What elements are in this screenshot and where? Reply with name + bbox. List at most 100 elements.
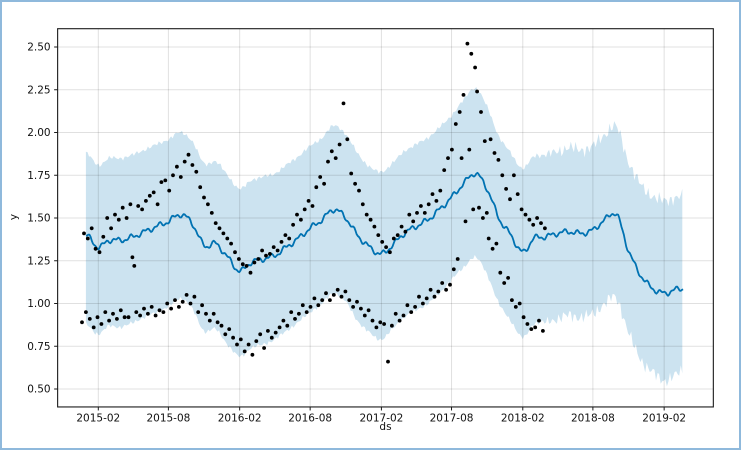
observation-dot <box>175 164 179 169</box>
y-tick-label: 2.00 <box>27 127 50 139</box>
x-tick-label: 2019-02 <box>642 412 686 424</box>
observation-dot <box>132 264 137 268</box>
observation-dot <box>198 185 203 190</box>
observation-dot <box>240 262 245 267</box>
observation-dot <box>252 260 257 265</box>
observation-dot <box>82 231 86 236</box>
observation-dot <box>508 197 512 202</box>
observation-dot <box>453 122 458 126</box>
observation-dot <box>122 315 127 320</box>
observation-dot <box>269 335 274 340</box>
observation-dot <box>492 151 497 155</box>
observation-dot <box>273 330 278 335</box>
y-tick-label: 1.75 <box>27 170 50 182</box>
observation-dot <box>382 322 386 326</box>
observation-dot <box>107 318 111 323</box>
observation-dot <box>147 193 152 198</box>
observation-dot <box>310 204 315 208</box>
observation-dot <box>297 311 301 316</box>
observation-dot <box>455 257 460 261</box>
observation-dot <box>364 212 369 217</box>
observation-dot <box>111 311 115 316</box>
observation-dot <box>178 175 183 179</box>
observation-dot <box>229 241 234 246</box>
observation-dot <box>440 281 445 285</box>
observation-dot <box>465 41 470 46</box>
observation-dot <box>324 291 328 296</box>
observation-dot <box>331 293 336 297</box>
observation-dot <box>182 159 187 164</box>
observation-dot <box>248 270 253 275</box>
observation-dot <box>366 308 371 313</box>
observation-dot <box>268 252 272 256</box>
observation-dot <box>289 310 294 314</box>
x-tick-label: 2018-08 <box>571 412 615 424</box>
observation-dot <box>266 329 270 333</box>
observation-dot <box>194 169 199 174</box>
observation-dot <box>219 323 224 328</box>
observation-dot <box>293 317 297 321</box>
observation-dot <box>335 287 340 292</box>
observation-dot <box>116 217 121 222</box>
observation-dot <box>444 287 448 292</box>
observation-dot <box>451 267 456 272</box>
observation-dot <box>370 318 375 323</box>
observation-dot <box>101 234 106 239</box>
observation-dot <box>450 147 454 152</box>
observation-dot <box>498 270 503 275</box>
observation-dot <box>242 349 247 354</box>
observation-dot <box>362 313 367 318</box>
observation-dot <box>126 315 131 320</box>
observation-dot <box>180 299 185 304</box>
observation-dot <box>84 310 88 314</box>
observation-dot <box>318 175 323 179</box>
observation-dot <box>221 231 226 236</box>
grid <box>57 28 714 407</box>
observation-dot <box>95 315 100 320</box>
observation-dot <box>99 322 104 326</box>
observation-dot <box>314 185 319 190</box>
observation-dot <box>326 159 330 164</box>
y-tick-label: 2.50 <box>27 42 50 54</box>
observation-dot <box>209 211 214 215</box>
observation-dot <box>85 236 90 241</box>
observation-dot <box>448 282 452 287</box>
observation-dot <box>403 229 408 234</box>
observation-dot <box>434 199 439 203</box>
observation-dot <box>285 323 290 328</box>
observation-dot <box>238 337 243 342</box>
observation-dot <box>531 222 536 227</box>
observation-dot <box>271 245 276 250</box>
observation-dot <box>471 207 476 212</box>
observation-dot <box>482 139 487 144</box>
observation-dot <box>421 301 425 306</box>
observation-dot <box>473 65 477 70</box>
observation-dot <box>463 219 468 224</box>
observation-dot <box>349 171 354 176</box>
observation-dot <box>256 257 261 261</box>
observation-dot <box>202 195 206 200</box>
observation-dot <box>118 308 123 313</box>
observation-dot <box>184 293 189 297</box>
observation-dot <box>378 320 383 325</box>
observation-dot <box>360 202 365 207</box>
observation-dot <box>316 303 321 308</box>
observation-dot <box>299 217 303 222</box>
observation-dot <box>207 318 212 323</box>
observation-dot <box>105 216 110 220</box>
observation-dot <box>163 178 168 183</box>
observation-dot <box>211 311 216 316</box>
observation-dot <box>502 281 507 285</box>
observation-dot <box>479 110 483 114</box>
x-tick-label: 2015-08 <box>146 412 190 424</box>
observation-dot <box>169 306 174 311</box>
observation-dot <box>475 89 479 94</box>
observation-dot <box>494 241 499 246</box>
observation-dot <box>300 303 305 308</box>
observation-dot <box>539 221 543 226</box>
observation-dot <box>124 216 129 220</box>
observation-dot <box>436 289 441 294</box>
observation-dot <box>351 305 355 309</box>
observation-dot <box>308 305 313 309</box>
